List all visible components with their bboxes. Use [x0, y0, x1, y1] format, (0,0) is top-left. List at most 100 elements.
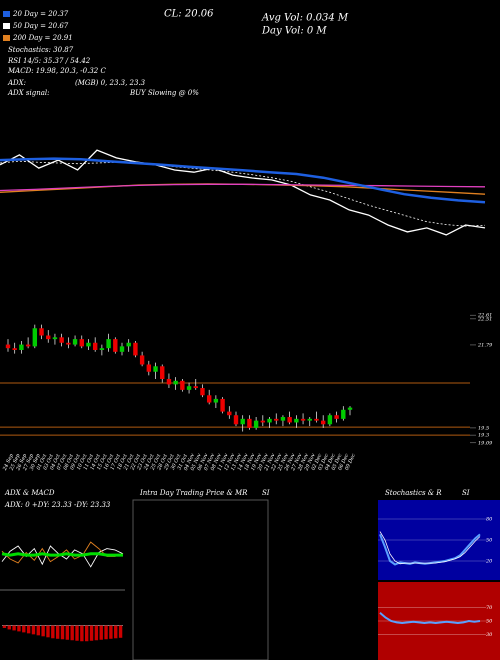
- panel-subtitle: SI: [462, 489, 470, 497]
- y-tick-label: 22.61: [477, 313, 492, 319]
- y-tick-label: 30: [486, 632, 493, 638]
- candle-body: [25, 344, 31, 347]
- y-tick-label: 20: [485, 559, 493, 565]
- candle-body: [320, 420, 326, 425]
- candle-body: [153, 366, 158, 372]
- stochastics-value: Stochastics: 30.87: [8, 46, 74, 54]
- series-line: [0, 149, 486, 236]
- candle-body: [79, 339, 84, 347]
- candle-body: [193, 386, 198, 389]
- bar: [89, 625, 94, 641]
- bar: [51, 625, 55, 639]
- candle-body: [307, 418, 312, 421]
- panel-title: Stochastics & R: [385, 489, 442, 497]
- candle-body: [200, 388, 205, 396]
- candle-body: [92, 342, 98, 350]
- candle-body: [227, 411, 232, 416]
- candle-body: [314, 418, 319, 421]
- candle-body: [267, 418, 272, 423]
- candle-body: [233, 415, 239, 425]
- panel-subtitle: ADX: 0 +DY: 23.33 -DY: 23.33: [4, 501, 111, 509]
- candle-body: [294, 418, 299, 423]
- candle-body: [341, 409, 346, 419]
- panel-subtitle: SI: [262, 489, 270, 497]
- candle-body: [287, 417, 292, 423]
- bar: [22, 625, 26, 633]
- bar: [94, 625, 99, 641]
- panel-title: Intra Day Trading Price & MR: [139, 489, 248, 497]
- series-line: [379, 612, 481, 625]
- candle-body: [220, 398, 225, 412]
- bar: [75, 625, 79, 641]
- candle-body: [213, 398, 219, 403]
- candle-body: [72, 339, 78, 345]
- bar: [109, 625, 113, 639]
- panel-background: [378, 500, 500, 580]
- adx-label: ADX:: [7, 79, 26, 87]
- candle-body: [46, 335, 51, 340]
- candle-body: [113, 339, 118, 352]
- bar: [114, 625, 118, 639]
- candle-body: [133, 342, 138, 356]
- bar: [41, 625, 45, 637]
- bar: [55, 625, 60, 639]
- candle-body: [240, 418, 245, 425]
- bar: [85, 625, 89, 642]
- candle-body: [119, 346, 125, 352]
- legend-label: 20 Day = 20.37: [12, 10, 69, 18]
- bar: [104, 625, 108, 640]
- adx-signal: BUY Slowing @ 0%: [129, 89, 199, 97]
- candle-body: [186, 386, 192, 390]
- series-line: [0, 160, 486, 227]
- y-tick-label: 19.5: [478, 425, 489, 431]
- day-volume: Day Vol: 0 M: [261, 26, 327, 37]
- candle-body: [334, 415, 339, 419]
- candle-body: [166, 378, 172, 385]
- candle-body: [66, 342, 71, 345]
- y-tick-label: 80: [486, 517, 493, 523]
- bar: [17, 625, 21, 632]
- candle-body: [327, 415, 333, 425]
- y-tick-label: 19.3: [478, 433, 489, 439]
- candle-body: [347, 407, 353, 410]
- legend-swatch: [3, 11, 10, 17]
- macd-value: MACD: 19.98, 20.3, -0.32 C: [7, 67, 106, 75]
- bar: [46, 625, 50, 638]
- series-line: [0, 183, 486, 192]
- candle-body: [160, 366, 165, 379]
- bar: [7, 625, 11, 630]
- candle-body: [260, 420, 266, 423]
- bar: [118, 625, 123, 638]
- bar: [31, 625, 36, 635]
- bar: [70, 625, 74, 641]
- series-line: [1, 545, 124, 568]
- candle-body: [253, 420, 259, 428]
- adx-value: (MGB) 0, 23.3, 23.3: [75, 79, 146, 87]
- candle-body: [300, 418, 306, 421]
- candle-body: [5, 344, 11, 349]
- intraday-panel: [132, 499, 269, 660]
- y-tick-label: 21.79: [477, 342, 493, 348]
- panel-title: ADX & MACD: [4, 489, 55, 497]
- bar: [60, 625, 65, 640]
- avg-volume: Avg Vol: 0.034 M: [261, 13, 349, 24]
- candle-body: [126, 342, 131, 347]
- y-tick-label: 50: [486, 619, 493, 625]
- legend-swatch: [3, 23, 10, 29]
- candle-body: [139, 355, 145, 365]
- bar: [99, 625, 103, 640]
- candle-body: [146, 364, 152, 372]
- bar: [36, 625, 40, 636]
- series-line: [0, 157, 486, 204]
- bar: [2, 625, 7, 628]
- y-tick-label: 22.51: [477, 316, 492, 322]
- legend-label: 50 Day = 20.67: [13, 22, 69, 30]
- candle-body: [52, 337, 58, 340]
- y-tick-label: 70: [486, 605, 493, 611]
- y-tick-label: 19.09: [478, 440, 493, 446]
- legend-swatch: [3, 35, 10, 41]
- candle-body: [247, 418, 252, 428]
- candle-body: [206, 395, 212, 403]
- candle-body: [12, 348, 17, 350]
